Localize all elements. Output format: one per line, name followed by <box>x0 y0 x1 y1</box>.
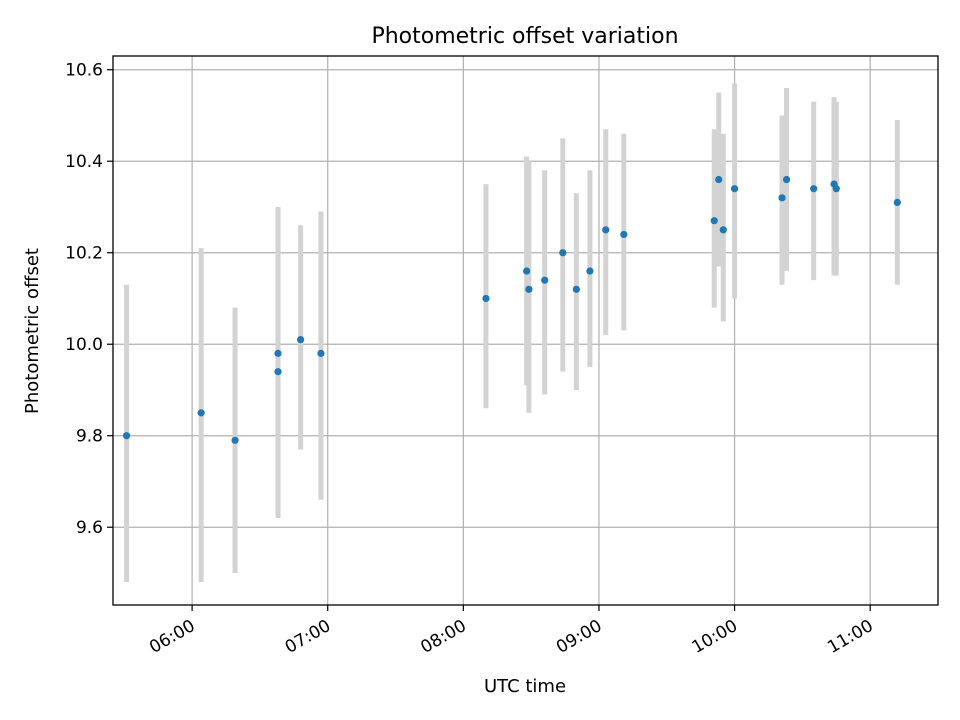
data-point <box>572 285 580 293</box>
y-tick-label: 10.0 <box>65 335 103 355</box>
data-point <box>559 249 567 257</box>
x-tick-label: 09:00 <box>553 616 605 658</box>
y-tick-label: 10.2 <box>65 244 103 264</box>
data-point <box>586 267 594 275</box>
data-point <box>602 226 610 234</box>
data-point <box>297 336 305 344</box>
data-point <box>231 436 239 444</box>
data-point <box>523 267 531 275</box>
data-point <box>893 198 901 206</box>
x-tick-label: 11:00 <box>824 616 876 658</box>
data-point <box>274 349 282 357</box>
plot-frame <box>112 55 939 606</box>
x-axis-label: UTC time <box>484 676 566 697</box>
data-point <box>778 194 786 202</box>
x-tick-label: 08:00 <box>417 616 469 658</box>
y-tick-label: 9.8 <box>76 427 103 447</box>
y-axis-label: Photometric offset <box>22 248 43 414</box>
data-point <box>541 276 549 284</box>
data-point <box>730 185 739 193</box>
x-axis: 06:00 07:00 08:00 09:00 10:00 11:00 <box>146 605 877 658</box>
data-point <box>832 185 840 193</box>
chart-title: Photometric offset variation <box>371 24 678 49</box>
data-point <box>274 368 282 376</box>
data-point <box>715 175 723 184</box>
y-tick-label: 9.6 <box>76 518 103 538</box>
x-tick-label: 10:00 <box>689 616 741 658</box>
x-tick-label: 07:00 <box>282 616 334 658</box>
data-point <box>620 230 628 239</box>
data-point <box>525 285 533 293</box>
data-points <box>122 175 901 444</box>
y-tick-label: 10.6 <box>65 61 103 81</box>
data-point <box>197 409 205 417</box>
y-tick-label: 10.4 <box>65 152 103 172</box>
data-point <box>317 349 325 357</box>
data-point <box>782 175 791 184</box>
data-point <box>482 294 490 303</box>
data-point <box>719 226 727 234</box>
y-axis: 9.6 9.8 10.0 10.2 10.4 10.6 <box>65 61 113 538</box>
data-point <box>122 432 131 440</box>
error-bars <box>124 83 900 583</box>
data-point <box>810 185 818 193</box>
data-point <box>710 217 718 225</box>
x-tick-label: 06:00 <box>146 616 198 658</box>
